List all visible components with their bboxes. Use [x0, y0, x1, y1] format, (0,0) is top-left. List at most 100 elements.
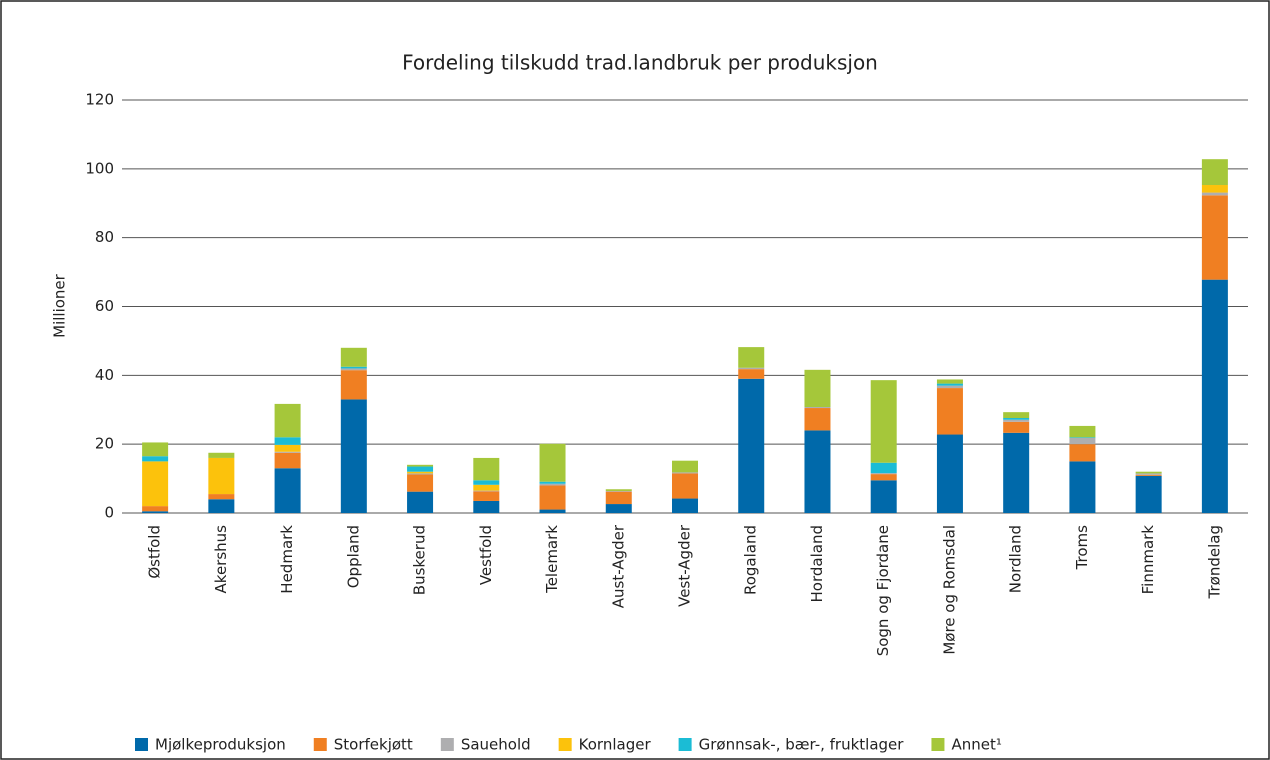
- bar-segment: [142, 506, 169, 512]
- bar-segment: [274, 468, 301, 513]
- bar-segment: [1003, 421, 1030, 433]
- bar-segment: [936, 388, 963, 435]
- bar-segment: [407, 474, 434, 492]
- x-tick-label: Hedmark: [278, 525, 296, 594]
- y-tick-label: 0: [104, 504, 114, 522]
- bar-segment: [804, 430, 831, 513]
- y-tick-label: 60: [95, 297, 114, 315]
- bar-segment: [1201, 192, 1228, 196]
- bar-segment: [870, 480, 897, 513]
- bar-segment: [672, 460, 698, 473]
- bar-segment: [340, 399, 367, 513]
- bar-segment: [142, 461, 169, 507]
- bar-segment: [936, 385, 963, 389]
- bar-segment: [1135, 471, 1162, 474]
- bar-segment: [605, 491, 632, 505]
- bar-segment: [142, 511, 169, 513]
- legend-swatch: [440, 738, 454, 751]
- bar-segment: [407, 466, 434, 472]
- bar-segment: [274, 452, 301, 469]
- x-tick-label: Telemark: [543, 525, 561, 594]
- x-tick-label: Vest-Agder: [676, 524, 694, 607]
- bar-segment: [605, 490, 632, 492]
- x-tick-label: Oppland: [344, 525, 362, 588]
- x-tick-label: Sogn og Fjordane: [874, 525, 892, 656]
- bar-segment: [672, 472, 698, 474]
- bar-segment: [274, 451, 301, 453]
- legend-swatch: [931, 738, 945, 751]
- bar-segment: [1069, 425, 1096, 438]
- legend-swatch: [313, 738, 327, 751]
- bar-segment: [936, 383, 963, 386]
- y-tick-label: 80: [95, 228, 114, 246]
- x-tick-label: Østfold: [146, 525, 164, 579]
- bar-segment: [142, 456, 169, 462]
- x-tick-label: Møre og Romsdal: [940, 525, 958, 655]
- bar-segment: [870, 474, 897, 481]
- legend-label: Mjølkeproduksjon: [155, 736, 286, 754]
- bar-segment: [473, 490, 500, 492]
- bar-segment: [539, 443, 566, 482]
- bar-segment: [672, 498, 698, 513]
- bar-segment: [1003, 418, 1030, 420]
- bar-segment: [274, 403, 301, 438]
- x-tick-label: Vestfold: [477, 525, 495, 585]
- legend-label: Grønnsak-, bær-, fruktlager: [699, 736, 905, 754]
- bar-segment: [870, 380, 897, 463]
- bar-segment: [605, 489, 632, 491]
- bar-segment: [208, 452, 235, 458]
- bar-segment: [870, 473, 897, 475]
- legend-swatch: [678, 738, 692, 751]
- bar-segment: [1003, 419, 1030, 422]
- bar-segment: [407, 473, 434, 475]
- legend-swatch: [135, 738, 148, 751]
- bar-segment: [1201, 195, 1228, 280]
- bar-segment: [407, 471, 434, 474]
- x-tick-label: Finnmark: [1139, 525, 1157, 595]
- bar-segment: [340, 370, 367, 400]
- bar-segment: [473, 500, 500, 513]
- bar-segment: [473, 457, 500, 481]
- bar-segment: [738, 378, 765, 513]
- bar-segment: [804, 369, 831, 407]
- x-tick-label: Hordaland: [808, 525, 826, 602]
- bar-segment: [274, 444, 301, 452]
- y-tick-label: 120: [85, 91, 114, 109]
- bar-segment: [539, 483, 566, 486]
- bar-segment: [1003, 432, 1030, 513]
- legend-label: Storfekjøtt: [334, 736, 413, 754]
- bar-segment: [208, 457, 235, 495]
- x-tick-label: Nordland: [1007, 525, 1025, 593]
- bar-segment: [539, 485, 566, 510]
- bar-segment: [1069, 444, 1096, 462]
- legend-swatch: [558, 738, 572, 751]
- bar-segment: [1003, 412, 1030, 419]
- bar-segment: [672, 473, 698, 499]
- bar-segment: [738, 367, 765, 370]
- bar-segment: [539, 481, 566, 484]
- bar-segment: [870, 462, 897, 474]
- bar-segment: [1201, 185, 1228, 193]
- legend-label: Kornlager: [579, 736, 652, 754]
- bar-segment: [1069, 461, 1096, 513]
- bar-segment: [407, 464, 434, 467]
- bar-segment: [473, 484, 500, 491]
- y-tick-label: 100: [85, 159, 114, 177]
- bar-segment: [1069, 437, 1096, 445]
- chart-title: Fordeling tilskudd trad.landbruk per pro…: [402, 51, 878, 75]
- bar-segment: [340, 366, 367, 369]
- bar-segment: [473, 480, 500, 485]
- bar-segment: [208, 499, 235, 513]
- x-tick-label: Rogaland: [742, 525, 760, 595]
- bar-segment: [340, 368, 367, 371]
- bar-segment: [473, 491, 500, 501]
- bar-segment: [936, 379, 963, 384]
- x-tick-label: Troms: [1073, 525, 1091, 571]
- y-tick-label: 20: [95, 435, 114, 453]
- bar-segment: [1135, 475, 1162, 513]
- bar-segment: [804, 406, 831, 409]
- bar-segment: [605, 504, 632, 513]
